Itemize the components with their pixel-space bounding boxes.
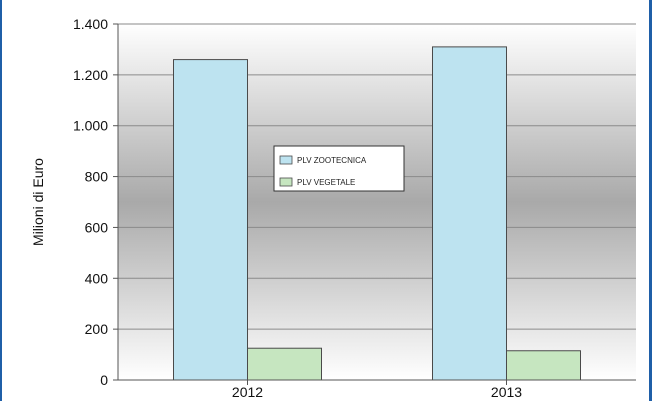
bar-plv-zootecnica-2012 [173, 59, 248, 381]
legend-label: PLV VEGETALE [297, 178, 355, 187]
bar-plv-zootecnica-2013 [432, 46, 507, 381]
x-tick-label: 2013 [491, 384, 522, 400]
left-frame-border [0, 0, 2, 401]
legend-box [273, 145, 405, 192]
x-ticks: 2012 2013 [232, 380, 522, 400]
legend: PLV ZOOTECNICA PLV VEGETALE [273, 145, 405, 192]
y-ticks: 0 200 400 600 800 1.000 1.200 1.400 [73, 16, 118, 388]
y-tick-label: 200 [85, 321, 109, 337]
bars [173, 46, 581, 381]
legend-swatch [279, 155, 293, 165]
bar-plv-vegetale-2013 [506, 350, 581, 381]
y-tick-label: 400 [85, 270, 109, 286]
legend-swatch [279, 177, 293, 187]
y-tick-label: 600 [85, 219, 109, 235]
y-axis-label: Milioni di Euro [30, 158, 46, 246]
legend-label: PLV ZOOTECNICA [297, 156, 367, 165]
y-tick-label: 1.200 [73, 67, 108, 83]
y-tick-label: 800 [85, 169, 109, 185]
right-frame-border [649, 0, 652, 401]
y-tick-label: 1.000 [73, 118, 108, 134]
y-tick-label: 0 [100, 372, 108, 388]
bar-plv-vegetale-2012 [247, 347, 322, 381]
x-tick-label: 2012 [232, 384, 263, 400]
y-tick-label: 1.400 [73, 16, 108, 32]
